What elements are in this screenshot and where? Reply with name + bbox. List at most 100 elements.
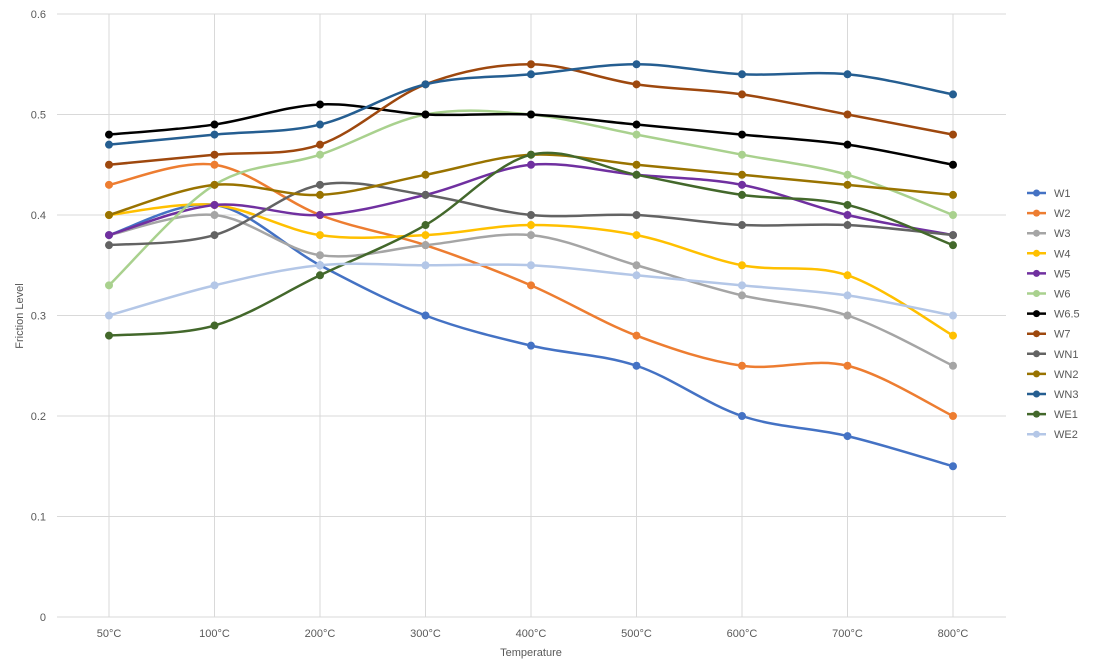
data-point-wn1	[632, 211, 641, 219]
series-w2	[105, 160, 957, 420]
legend-item-w4: W4	[1027, 248, 1071, 260]
data-point-w5	[210, 200, 219, 209]
x-tick-label: 600°C	[727, 628, 758, 640]
legend-item-we2: WE2	[1027, 429, 1078, 441]
data-point-we2	[527, 261, 535, 270]
series-we2	[105, 261, 957, 320]
data-point-w3	[210, 211, 219, 219]
y-tick-label: 0.3	[31, 311, 46, 323]
legend-item-w2: W2	[1027, 208, 1071, 220]
data-point-w1	[738, 412, 746, 420]
data-point-w6-5	[316, 100, 324, 109]
data-point-wn1	[949, 231, 957, 240]
data-point-w3	[316, 251, 324, 260]
series-wn1	[105, 180, 957, 250]
y-axis-title: Friction Level	[14, 283, 26, 348]
data-point-w6	[949, 211, 957, 219]
legend-label: W1	[1054, 188, 1071, 200]
data-point-wn3	[105, 140, 113, 149]
data-point-wn3	[316, 120, 324, 129]
data-point-wn3	[210, 130, 219, 139]
data-point-wn3	[738, 70, 746, 79]
y-axis-ticks: 0 0.1 0.2 0.3 0.4 0.5 0.6	[31, 9, 46, 624]
data-point-w6-5	[527, 110, 535, 119]
legend-label: W5	[1054, 268, 1071, 280]
y-tick-label: 0	[40, 612, 46, 624]
data-point-w4	[949, 331, 957, 340]
x-tick-label: 400°C	[516, 628, 547, 640]
series-lines	[105, 60, 957, 471]
data-point-we1	[421, 221, 430, 230]
data-point-w6-5	[843, 140, 852, 149]
data-point-we2	[316, 261, 324, 270]
y-tick-label: 0.2	[31, 411, 46, 423]
data-point-we1	[949, 241, 957, 250]
x-tick-label: 50°C	[97, 628, 122, 640]
data-point-we1	[738, 190, 746, 199]
legend-label: W2	[1054, 208, 1071, 220]
data-point-w6-5	[632, 120, 641, 129]
legend-marker	[1033, 390, 1040, 398]
y-tick-label: 0.1	[31, 512, 46, 524]
x-tick-label: 500°C	[621, 628, 652, 640]
legend-marker	[1033, 249, 1040, 257]
data-point-wn2	[210, 180, 219, 189]
data-point-w1	[527, 341, 535, 350]
x-axis-title: Temperature	[500, 647, 562, 659]
legend-marker	[1033, 290, 1040, 297]
data-point-wn1	[105, 241, 113, 250]
legend-label: W3	[1054, 228, 1071, 240]
legend-item-w3: W3	[1027, 228, 1071, 240]
x-tick-label: 200°C	[305, 628, 336, 640]
series-w6-5	[105, 100, 957, 169]
data-point-wn3	[949, 90, 957, 99]
data-point-we2	[421, 261, 430, 270]
data-point-w4	[527, 221, 535, 230]
series-we1	[105, 150, 957, 340]
data-point-we2	[210, 281, 219, 290]
data-point-w3	[738, 291, 746, 300]
data-point-w7	[738, 90, 746, 99]
data-point-wn2	[738, 170, 746, 179]
data-point-w7	[527, 60, 535, 69]
data-point-w1	[843, 432, 852, 441]
x-tick-label: 300°C	[410, 628, 441, 640]
data-point-w5	[843, 211, 852, 219]
data-point-wn3	[632, 60, 641, 69]
data-point-wn1	[843, 221, 852, 230]
data-point-we1	[210, 321, 219, 330]
data-point-w6	[316, 150, 324, 159]
data-point-w7	[949, 130, 957, 139]
data-point-w4	[316, 231, 324, 240]
data-point-w3	[527, 231, 535, 240]
data-point-we2	[105, 311, 113, 320]
legend-label: WN2	[1054, 369, 1078, 381]
data-point-wn3	[843, 70, 852, 79]
data-point-w1	[421, 311, 430, 320]
data-point-w2	[949, 412, 957, 420]
data-point-wn3	[527, 70, 535, 79]
data-point-w5	[316, 211, 324, 219]
data-point-we2	[949, 311, 957, 320]
data-point-w7	[316, 140, 324, 149]
data-point-w3	[632, 261, 641, 270]
data-point-w7	[210, 150, 219, 159]
data-point-w6	[105, 281, 113, 290]
series-wn3	[105, 60, 957, 149]
data-point-wn2	[421, 170, 430, 179]
data-point-w7	[632, 80, 641, 89]
data-point-w2	[105, 180, 113, 189]
x-tick-label: 800°C	[938, 628, 969, 640]
legend-item-w5: W5	[1027, 268, 1071, 280]
data-point-wn2	[632, 160, 641, 169]
data-point-w6-5	[210, 120, 219, 129]
data-point-we2	[632, 271, 641, 280]
data-point-w6-5	[738, 130, 746, 139]
legend-item-w7: W7	[1027, 329, 1071, 341]
legend-marker	[1033, 430, 1040, 438]
legend-item-w6-5: W6.5	[1027, 309, 1080, 321]
data-point-wn2	[105, 211, 113, 219]
legend-label: WE1	[1054, 409, 1078, 421]
